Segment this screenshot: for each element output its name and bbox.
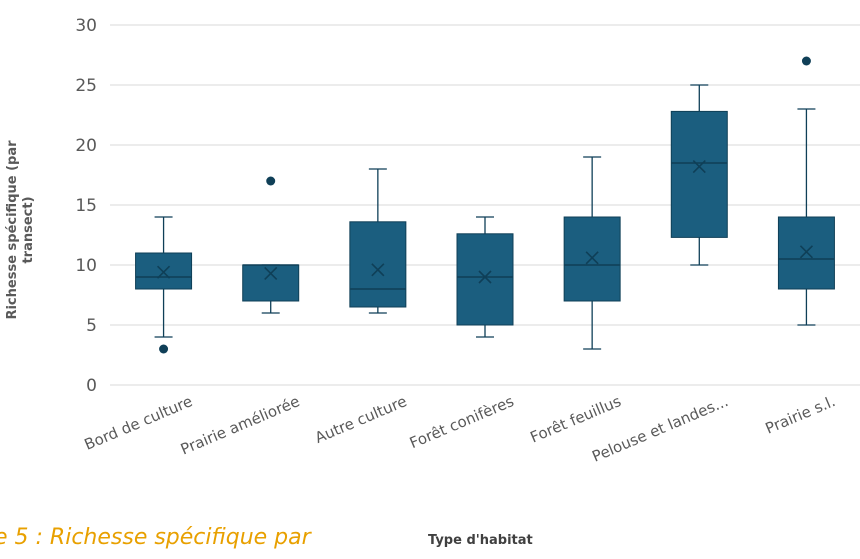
y-tick-label: 20 bbox=[75, 136, 97, 156]
y-tick-labels: 0 5 10 15 20 25 30 bbox=[75, 16, 97, 396]
mean-marker bbox=[371, 263, 385, 277]
mean-marker bbox=[692, 160, 706, 174]
mean-marker bbox=[585, 251, 599, 265]
outlier-point bbox=[159, 344, 169, 354]
box-5 bbox=[563, 156, 621, 350]
box-iqr bbox=[242, 264, 300, 302]
box-1 bbox=[135, 216, 193, 354]
y-tick-label: 10 bbox=[75, 256, 97, 276]
box-2 bbox=[242, 176, 300, 314]
box-7 bbox=[777, 56, 835, 326]
x-axis-title: Type d'habitat bbox=[428, 533, 533, 548]
box-iqr bbox=[563, 216, 621, 302]
box-iqr bbox=[670, 110, 728, 238]
mean-marker bbox=[478, 270, 492, 284]
outlier-point bbox=[266, 176, 276, 186]
figure-caption: e 5 : Richesse spécifique par bbox=[0, 525, 311, 550]
box-iqr bbox=[456, 233, 514, 326]
y-tick-label: 30 bbox=[75, 16, 97, 36]
box-6 bbox=[670, 84, 728, 266]
y-tick-label: 0 bbox=[86, 376, 97, 396]
x-tick-label: Prairie s.l. bbox=[763, 392, 838, 438]
mean-marker bbox=[264, 266, 278, 280]
mean-marker bbox=[157, 265, 171, 279]
y-axis-title: Richesse spécifique (par transect) bbox=[5, 140, 36, 320]
y-tick-label: 25 bbox=[75, 76, 97, 96]
box-series bbox=[135, 56, 835, 354]
x-tick-label: Autre culture bbox=[312, 392, 409, 447]
x-tick-label: Forêt conifères bbox=[407, 392, 517, 452]
box-4 bbox=[456, 216, 514, 338]
box-iqr bbox=[777, 216, 835, 290]
y-tick-label: 15 bbox=[75, 196, 97, 216]
box-3 bbox=[349, 168, 407, 314]
box-iqr bbox=[349, 221, 407, 308]
mean-marker bbox=[799, 245, 813, 259]
x-tick-label: Forêt feuillus bbox=[528, 392, 624, 446]
box-iqr bbox=[135, 252, 193, 290]
outlier-point bbox=[801, 56, 811, 66]
x-tick-label: Prairie améliorée bbox=[178, 392, 302, 458]
y-tick-label: 5 bbox=[86, 316, 97, 336]
